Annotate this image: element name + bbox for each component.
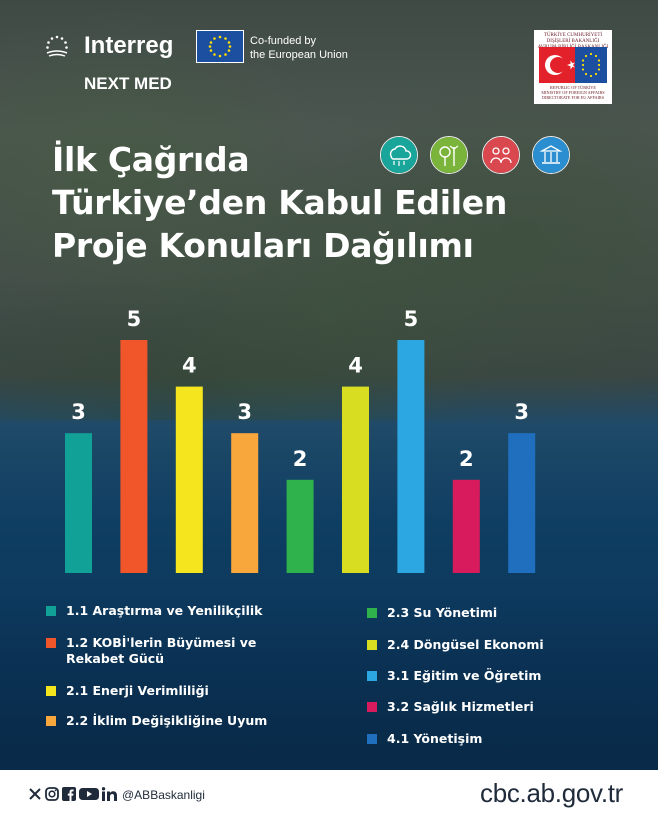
bar-value-label-6: 4 (348, 354, 363, 378)
gov-bottom-line-3: DIRECTORATE FOR EU AFFAIRS (541, 95, 605, 100)
eu-flag-icon (196, 30, 244, 63)
gov-top-line-2: DIŞİŞLERİ BAKANLIĞI (546, 39, 600, 44)
legend-label: 4.1 Yönetişim (387, 731, 482, 747)
gov-top-line-1: TÜRKİYE CUMHURİYETİ (543, 33, 603, 38)
eu-text-line-2: the European Union (250, 49, 348, 61)
x-icon[interactable] (28, 787, 42, 801)
legend-swatch (367, 640, 377, 650)
bar-3 (175, 386, 203, 573)
bar-1 (65, 433, 92, 573)
bar-value-label-7: 5 (404, 307, 419, 331)
bar-8 (452, 479, 480, 573)
linkedin-icon[interactable] (102, 787, 118, 801)
website-link[interactable]: cbc.ab.gov.tr (480, 778, 624, 808)
title-line-3: Proje Konuları Dağılımı (52, 226, 474, 265)
interreg-logo-icon (46, 35, 68, 57)
bar-value-label-8: 2 (459, 447, 474, 471)
legend-label-line: Rekabet Gücü (66, 651, 165, 666)
people-health-icon (482, 136, 520, 174)
legend-swatch (367, 702, 377, 712)
legend-label-line: 3.1 Eğitim ve Öğretim (387, 668, 542, 683)
legend-swatch (367, 608, 377, 618)
legend-label-line: 2.4 Döngüsel Ekonomi (387, 637, 544, 652)
eu-text-line-1: Co-funded by (250, 35, 317, 47)
crescent-star-eu-emblem-icon (539, 47, 607, 83)
bar-value-label-1: 3 (71, 400, 86, 424)
bar-5 (286, 479, 314, 573)
bar-9 (508, 433, 536, 573)
bar-2 (120, 340, 148, 573)
legend-swatch (367, 734, 377, 744)
legend-label: 3.2 Sağlık Hizmetleri (387, 699, 534, 715)
bar-value-label-3: 4 (182, 354, 197, 378)
legend-label-line: 4.1 Yönetişim (387, 731, 483, 746)
gov-bottom-line-2: MINISTRY OF FOREIGN AFFAIRS (541, 90, 605, 95)
title-line-2: Türkiye’den Kabul Edilen (52, 183, 508, 222)
legend-swatch (367, 671, 377, 681)
legend-swatch (46, 606, 56, 616)
legend-label-line: 1.1 Araştırma ve Yenilikçilik (66, 603, 263, 618)
bar-chart: 3 5 4 3 2 4 5 2 3 (65, 307, 536, 573)
legend-swatch (46, 716, 56, 726)
bar-7 (397, 340, 425, 573)
climate-cloud-icon (380, 136, 418, 174)
eu-cofunded-text: Co-funded by the European Union (250, 34, 348, 62)
legend-label: 1.2 KOBİ'lerin Büyümesi ve Rekabet Gücü (66, 635, 256, 667)
chart-title: İlk Çağrıda Türkiye’den Kabul Edilen Pro… (52, 138, 507, 267)
bar-6 (342, 386, 369, 573)
instagram-icon[interactable] (45, 787, 59, 801)
legend-label: 3.1 Eğitim ve Öğretim (387, 668, 541, 684)
facebook-icon[interactable] (62, 787, 76, 801)
green-energy-icon (430, 136, 468, 174)
bar-value-label-4: 3 (237, 400, 252, 424)
gov-bottom-line-1: REPUBLIC OF TÜRKİYE (550, 85, 596, 90)
legend-label: 1.1 Araştırma ve Yenilikçilik (66, 603, 262, 619)
legend-label-line: 2.2 İklim Değişikliğine Uyum (66, 713, 268, 728)
bar-value-label-9: 3 (514, 400, 529, 424)
legend-label: 2.3 Su Yönetimi (387, 605, 497, 621)
legend-swatch (46, 686, 56, 696)
legend-label: 2.4 Döngüsel Ekonomi (387, 637, 544, 653)
bar-4 (231, 433, 259, 573)
brand-name: Interreg (84, 32, 174, 59)
bar-value-label-5: 2 (293, 447, 308, 471)
legend-label-line: 3.2 Sağlık Hizmetleri (387, 699, 534, 714)
footer: @ABBaskanligi cbc.ab.gov.tr (0, 770, 658, 818)
youtube-icon[interactable] (79, 787, 99, 801)
bar-value-label-2: 5 (127, 307, 142, 331)
brand-subtitle: NEXT MED (84, 74, 172, 93)
legend-label: 2.1 Enerji Verimliliği (66, 683, 209, 699)
legend-label-line: 2.3 Su Yönetimi (387, 605, 498, 620)
ministry-badge: TÜRKİYE CUMHURİYETİ DIŞİŞLERİ BAKANLIĞI … (534, 30, 612, 104)
legend-label-line: 2.1 Enerji Verimliliği (66, 683, 209, 698)
title-line-1: İlk Çağrıda (52, 140, 250, 179)
ministry-badge-bottom-text: REPUBLIC OF TÜRKİYE MINISTRY OF FOREIGN … (534, 85, 612, 100)
social-handle[interactable]: @ABBaskanligi (122, 788, 205, 802)
legend-label-line: 1.2 KOBİ'lerin Büyümesi ve (66, 635, 257, 650)
legend-label: 2.2 İklim Değişikliğine Uyum (66, 713, 267, 729)
legend-swatch (46, 638, 56, 648)
governance-building-icon (532, 136, 570, 174)
